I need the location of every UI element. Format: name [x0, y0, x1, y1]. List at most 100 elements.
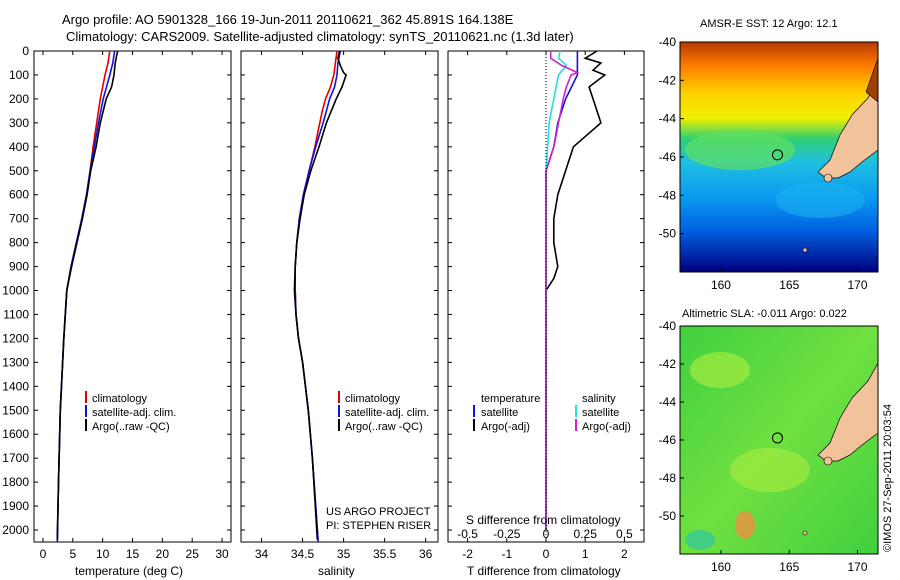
- temperature-legend: climatology satellite-adj. clim. Argo(..…: [85, 391, 176, 433]
- series-line: [294, 50, 338, 543]
- map-y-tick-label: -40: [659, 35, 677, 49]
- map-y-tick-label: -46: [659, 433, 677, 447]
- argo-location-marker: [771, 432, 783, 444]
- s-tick-label: -0.5: [457, 527, 478, 541]
- sla-island: [823, 456, 833, 466]
- sst-map: [679, 41, 879, 273]
- depth-tick-label: 800: [9, 236, 29, 250]
- legend-label-t-argo: Argo(-adj): [481, 421, 530, 433]
- x-tick-label: 2: [621, 547, 628, 561]
- depth-tick-label: 500: [9, 164, 29, 178]
- sla-island: [802, 530, 808, 536]
- legend-label-satellite: satellite-adj. clim.: [345, 407, 429, 419]
- sst-island: [802, 247, 808, 253]
- sst-island: [823, 173, 833, 183]
- sla-map-title: Altimetric SLA: -0.011 Argo: 0.022: [682, 308, 847, 320]
- depth-tick-label: 1200: [2, 331, 29, 345]
- legend-label-climatology: climatology: [345, 393, 401, 405]
- depth-tick-label: 900: [9, 260, 29, 274]
- salinity-series: [293, 50, 348, 543]
- map-y-tick-label: -50: [659, 227, 677, 241]
- difference-series: [545, 50, 607, 530]
- sla-blob: [735, 511, 755, 539]
- t-difference-axis-label: T difference from climatology: [467, 564, 621, 578]
- depth-tick-label: 1600: [2, 427, 29, 441]
- project-label: US ARGO PROJECT: [326, 506, 431, 518]
- depth-tick-label: 1000: [2, 284, 29, 298]
- depth-tick-label: 600: [9, 188, 29, 202]
- depth-tick-label: 1800: [2, 475, 29, 489]
- map-x-tick-label: 165: [779, 560, 799, 574]
- credit-label: ©IMOS 27-Sep-2011 20:03:54: [882, 404, 894, 552]
- map-x-tick-label: 160: [711, 278, 731, 292]
- salinity-plot-frame: [240, 50, 439, 543]
- map-y-tick-label: -42: [659, 357, 677, 371]
- figure-title-line2: Climatology: CARS2009. Satellite-adjuste…: [66, 29, 574, 44]
- sla-blob: [685, 530, 715, 550]
- x-tick-label: 34: [255, 547, 269, 561]
- x-tick-label: 15: [126, 547, 140, 561]
- series-line: [545, 51, 580, 530]
- sst-map-title: AMSR-E SST: 12 Argo: 12.1: [700, 18, 838, 30]
- map-y-tick-label: -48: [659, 471, 677, 485]
- series-line: [545, 50, 607, 530]
- sla-map: [679, 325, 879, 555]
- x-tick-label: 35: [337, 547, 351, 561]
- map-y-tick-label: -44: [659, 395, 677, 409]
- depth-tick-label: 300: [9, 116, 29, 130]
- legend-label-s-argo: Argo(-adj): [582, 421, 631, 433]
- salinity-axis-label: salinity: [318, 564, 355, 578]
- depth-tick-label: 700: [9, 212, 29, 226]
- x-tick-label: 35.5: [373, 547, 397, 561]
- salinity-legend: climatology satellite-adj. clim. Argo(..…: [338, 391, 429, 433]
- legend-label-satellite: satellite-adj. clim.: [92, 407, 176, 419]
- x-tick-label: -2: [462, 547, 473, 561]
- argo-location-marker: [771, 149, 783, 161]
- legend-title-temperature: temperature: [481, 393, 540, 405]
- sla-map-tick-labels: 160 165 170 -40 -42 -44 -46 -48 -50: [659, 319, 868, 574]
- x-tick-label: 5: [69, 547, 76, 561]
- series-line: [545, 50, 568, 530]
- series-line: [293, 50, 348, 540]
- depth-tick-label: 1100: [3, 307, 29, 321]
- depth-tick-label: 2000: [2, 523, 29, 537]
- depth-tick-label: 100: [9, 68, 29, 82]
- s-tick-label: -0.25: [493, 527, 521, 541]
- sla-blob: [730, 448, 810, 492]
- sst-map-tick-labels: 160 165 170 -40 -42 -44 -46 -48 -50: [659, 35, 868, 292]
- x-tick-label: 30: [215, 547, 229, 561]
- legend-label-argo: Argo(..raw -QC): [92, 421, 170, 433]
- x-tick-label: 36: [419, 547, 433, 561]
- legend-label-argo: Argo(..raw -QC): [345, 421, 423, 433]
- x-tick-label: 34.5: [291, 547, 315, 561]
- figure-title-line1: Argo profile: AO 5901328_166 19-Jun-2011…: [62, 12, 514, 27]
- depth-tick-label: 1500: [2, 403, 29, 417]
- series-line: [294, 50, 342, 543]
- map-y-tick-label: -40: [659, 319, 677, 333]
- map-x-tick-label: 165: [779, 278, 799, 292]
- legend-label-s-satellite: satellite: [582, 407, 619, 419]
- map-y-tick-label: -48: [659, 188, 677, 202]
- pi-label: PI: STEPHEN RISER: [326, 520, 431, 532]
- legend-label-t-satellite: satellite: [481, 407, 518, 419]
- map-x-tick-label: 170: [848, 278, 868, 292]
- s-tick-label: 0.5: [616, 527, 633, 541]
- depth-tick-label: 1300: [2, 355, 29, 369]
- series-line: [56, 50, 111, 543]
- depth-tick-label: 200: [9, 92, 29, 106]
- x-tick-label: 20: [156, 547, 170, 561]
- s-tick-label: 0.25: [574, 527, 598, 541]
- map-y-tick-label: -46: [659, 150, 677, 164]
- depth-tick-label: 400: [9, 140, 29, 154]
- depth-tick-label: 1400: [2, 379, 29, 393]
- x-tick-label: 25: [186, 547, 200, 561]
- temperature-plot-frame: [33, 50, 232, 543]
- map-y-tick-label: -50: [659, 509, 677, 523]
- depth-tick-labels: 0 100 200 300 400 500 600 700 800 900 1000 1100 1200…: [2, 44, 644, 537]
- legend-label-climatology: climatology: [92, 393, 148, 405]
- difference-legend: temperature satellite Argo(-adj) salinit…: [473, 393, 631, 433]
- x-tick-label: 0: [543, 547, 550, 561]
- sla-blob: [690, 352, 750, 388]
- x-tick-label: 0: [40, 547, 47, 561]
